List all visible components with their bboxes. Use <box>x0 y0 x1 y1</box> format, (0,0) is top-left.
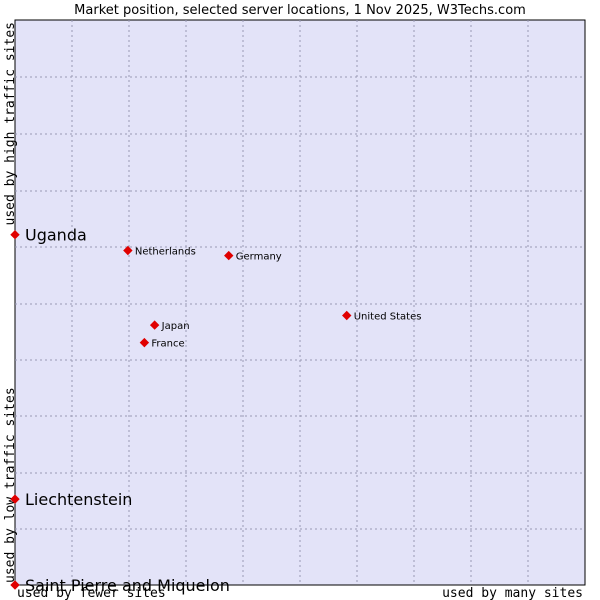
y-axis-label-bottom: used by low traffic sites <box>3 387 18 583</box>
point-label-netherlands: Netherlands <box>135 247 196 258</box>
point-marker-germany <box>224 250 234 261</box>
point-marker-netherlands <box>123 245 133 256</box>
point-label-uganda: Uganda <box>25 226 87 245</box>
point-marker-saint-pierre-and-miquelon <box>10 580 20 590</box>
data-points: Netherlands Germany United States Japan Fran… <box>10 226 422 595</box>
point-marker-liechtenstein <box>10 494 20 504</box>
point-label-france: France <box>151 339 184 350</box>
point-marker-france <box>139 337 150 348</box>
point-marker-united-states <box>342 310 352 321</box>
point-label-germany: Germany <box>236 252 282 263</box>
point-marker-japan <box>149 320 160 330</box>
point-label-liechtenstein: Liechtenstein <box>25 490 132 509</box>
grid-lines <box>15 20 585 585</box>
point-marker-uganda <box>10 229 20 240</box>
chart-title: Market position, selected server locatio… <box>74 3 526 18</box>
point-label-japan: Japan <box>161 321 190 332</box>
point-label-saint-pierre-and-miquelon: Saint Pierre and Miquelon <box>25 576 230 595</box>
x-axis-label-left: used by fewer sites <box>17 586 166 600</box>
x-axis-label-right: used by many sites <box>442 586 583 600</box>
point-label-united-states: United States <box>354 311 422 322</box>
y-axis-label-top: used by high traffic sites <box>3 22 18 226</box>
